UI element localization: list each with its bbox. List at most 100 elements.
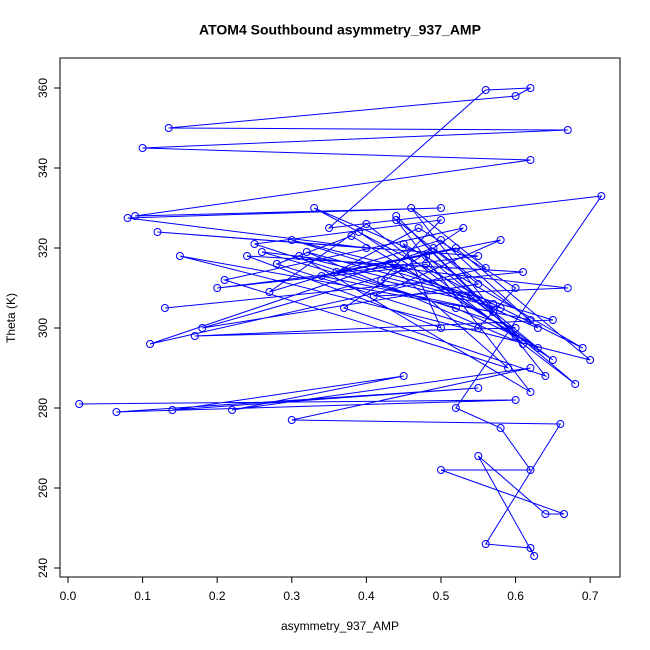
point — [526, 364, 535, 372]
point — [369, 292, 378, 300]
point — [153, 228, 162, 236]
point — [362, 220, 371, 228]
point — [563, 284, 572, 292]
y-tick-label: 260 — [36, 478, 50, 498]
point — [526, 466, 535, 474]
x-tick-label: 0.4 — [358, 589, 375, 603]
point — [481, 264, 490, 272]
x-tick-label: 0.0 — [60, 589, 77, 603]
point — [459, 224, 468, 232]
point — [489, 308, 498, 316]
y-tick-label: 340 — [36, 158, 50, 178]
point — [123, 214, 132, 222]
point — [287, 236, 296, 244]
point — [474, 324, 483, 332]
point — [160, 304, 169, 312]
point — [164, 124, 173, 132]
point — [436, 216, 445, 224]
point — [533, 324, 542, 332]
x-axis-title: asymmetry_937_AMP — [281, 619, 399, 633]
point — [496, 424, 505, 432]
point — [541, 510, 550, 518]
point — [138, 144, 147, 152]
point — [526, 316, 535, 324]
plot-frame — [59, 57, 621, 578]
point — [533, 344, 542, 352]
point — [392, 216, 401, 224]
x-tick-label: 0.6 — [507, 589, 524, 603]
series-line — [79, 87, 603, 557]
point — [310, 204, 319, 212]
point — [597, 192, 606, 200]
point — [131, 212, 140, 220]
point — [317, 272, 326, 280]
point — [414, 224, 423, 232]
x-tick-label: 0.3 — [283, 589, 300, 603]
x-tick-label: 0.5 — [433, 589, 450, 603]
point — [504, 364, 513, 372]
point — [112, 408, 121, 416]
point — [146, 340, 155, 348]
y-tick-label: 360 — [36, 78, 50, 98]
point — [474, 384, 483, 392]
point — [354, 228, 363, 236]
point — [526, 388, 535, 396]
point — [339, 304, 348, 312]
point — [466, 292, 475, 300]
point — [541, 372, 550, 380]
point — [399, 372, 408, 380]
x-tick-label: 0.1 — [134, 589, 151, 603]
point — [556, 420, 565, 428]
point — [190, 332, 199, 340]
point — [175, 252, 184, 260]
point — [578, 344, 587, 352]
point — [511, 92, 520, 100]
point — [526, 544, 535, 552]
point — [496, 236, 505, 244]
point — [295, 252, 304, 260]
point — [384, 260, 393, 268]
point — [496, 304, 505, 312]
point — [287, 416, 296, 424]
point — [560, 510, 569, 518]
point — [325, 224, 334, 232]
point — [481, 86, 490, 94]
point — [526, 84, 535, 92]
point — [451, 404, 460, 412]
y-axis-title: Theta (K) — [4, 293, 18, 343]
point — [302, 248, 311, 256]
point — [474, 280, 483, 288]
point — [228, 406, 237, 414]
y-tick-label: 300 — [36, 318, 50, 338]
point — [407, 204, 416, 212]
point — [220, 276, 229, 284]
point — [511, 284, 520, 292]
point — [451, 304, 460, 312]
point — [362, 244, 371, 252]
point — [75, 400, 84, 408]
point — [422, 260, 431, 268]
point — [168, 406, 177, 414]
point — [265, 288, 274, 296]
point — [399, 264, 408, 272]
point — [451, 244, 460, 252]
point — [548, 356, 557, 364]
point — [429, 244, 438, 252]
point — [422, 252, 431, 260]
point — [511, 324, 520, 332]
point — [511, 332, 520, 340]
point — [347, 232, 356, 240]
point — [213, 284, 222, 292]
point — [243, 252, 252, 260]
chart-title: ATOM4 Southbound asymmetry_937_AMP — [199, 22, 481, 38]
point — [571, 380, 580, 388]
point — [474, 452, 483, 460]
point — [332, 268, 341, 276]
point — [399, 240, 408, 248]
y-tick-label: 240 — [36, 558, 50, 578]
point — [436, 204, 445, 212]
point — [526, 156, 535, 164]
point — [489, 300, 498, 308]
